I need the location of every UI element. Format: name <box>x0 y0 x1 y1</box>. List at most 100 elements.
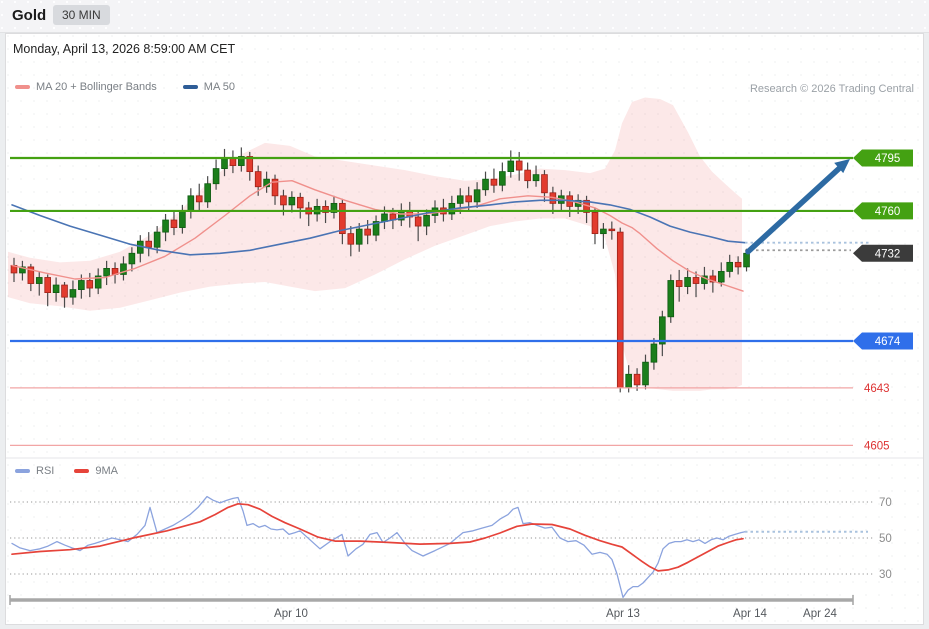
candle-up <box>726 261 733 272</box>
candle-up <box>650 343 658 363</box>
candle-up <box>128 252 136 265</box>
candle-up <box>743 252 750 268</box>
candle-up <box>103 268 110 277</box>
candle-up <box>52 284 60 294</box>
candle-down <box>709 275 717 283</box>
top-bar: Gold 30 MIN <box>0 0 929 33</box>
candle-down <box>515 160 523 171</box>
candle-up <box>153 231 161 248</box>
x-axis-label-apr-10: Apr 10 <box>274 608 308 620</box>
candle-down <box>347 233 355 245</box>
price-tag-4732 <box>853 244 913 262</box>
projection-arrow-shaft <box>745 165 842 255</box>
rsi-legend: RSI 9MA <box>15 465 118 477</box>
candle-down <box>322 205 329 213</box>
candle-up <box>717 271 725 283</box>
instrument-title: Gold <box>12 7 47 24</box>
price-text-label-4605: 4605 <box>864 440 890 452</box>
rsi-ma9-line <box>11 502 744 572</box>
ma9-legend-label: 9MA <box>95 465 118 477</box>
candle-down <box>280 195 287 206</box>
candle-down <box>254 171 262 188</box>
bollinger-band-area <box>8 97 742 391</box>
candle-down <box>86 280 94 289</box>
price-tag-4674 <box>853 332 913 350</box>
candle-up <box>179 210 186 228</box>
candle-down <box>27 266 35 284</box>
ma20-legend-label: MA 20 + Bollinger Bands <box>36 81 157 93</box>
candle-up <box>221 157 228 169</box>
candle-down <box>339 202 346 235</box>
candle-up <box>532 174 540 182</box>
candle-down <box>61 284 68 298</box>
price-tag-label-4760: 4760 <box>875 206 901 218</box>
chart-card: Monday, April 13, 2026 8:59:00 AM CET MA… <box>5 33 924 625</box>
price-and-rsi-chart[interactable]: 4795 4760 4732 4674 4643 4605 70 50 30 Apr 10 Apr … <box>6 96 923 624</box>
candle-up <box>78 280 85 290</box>
candle-up <box>19 266 26 274</box>
candle-up <box>372 221 380 236</box>
ma50-line <box>11 199 746 256</box>
candle-down <box>591 212 599 235</box>
x-axis-label-apr-13: Apr 13 <box>606 608 640 620</box>
candle-down <box>616 231 624 389</box>
candle-up <box>473 189 481 203</box>
research-watermark: Research © 2026 Trading Central <box>749 83 914 95</box>
candle-down <box>524 169 531 182</box>
candle-down <box>465 195 472 203</box>
candle-down <box>541 174 548 194</box>
chart-datetime: Monday, April 13, 2026 8:59:00 AM CET <box>13 42 236 56</box>
timeframe-badge[interactable]: 30 MIN <box>53 5 110 25</box>
price-tag-label-4674: 4674 <box>875 336 901 348</box>
projection-arrow-head <box>834 159 850 174</box>
ma50-legend-label: MA 50 <box>203 81 235 93</box>
rsi-tick-70: 70 <box>879 497 892 509</box>
candle-up <box>187 195 195 212</box>
candle-up <box>288 196 296 206</box>
ma50-legend-swatch <box>182 85 198 89</box>
candle-up <box>667 280 675 318</box>
candle-up <box>600 228 607 235</box>
candle-down <box>490 178 498 186</box>
candle-down <box>633 373 641 386</box>
candle-down <box>145 240 153 248</box>
price-legend: MA 20 + Bollinger Bands MA 50 <box>15 81 235 93</box>
x-axis-label-apr-24: Apr 24 <box>803 608 837 620</box>
candle-up <box>35 277 43 284</box>
candle-up <box>204 183 211 203</box>
candle-down <box>229 157 237 166</box>
rsi-tick-30: 30 <box>879 569 892 581</box>
candle-up <box>330 202 338 213</box>
rsi-tick-50: 50 <box>879 533 892 545</box>
ma9-legend-swatch <box>74 469 90 473</box>
candle-up <box>162 219 169 233</box>
candle-up <box>659 316 666 345</box>
candle-up <box>642 361 649 386</box>
candle-down <box>414 216 422 227</box>
rsi-legend-swatch <box>15 469 30 473</box>
candle-down <box>271 178 279 197</box>
price-tag-4760 <box>853 202 913 220</box>
candle-down <box>692 277 700 284</box>
candle-down <box>364 228 371 236</box>
candle-up <box>212 168 220 185</box>
candle-up <box>94 275 102 289</box>
rsi-legend-label: RSI <box>36 465 55 477</box>
candle-up <box>625 373 632 389</box>
candle-up <box>120 263 127 275</box>
candle-down <box>44 277 51 294</box>
candle-down <box>246 156 254 173</box>
candle-up <box>507 160 515 173</box>
candle-up <box>456 195 464 204</box>
candle-down <box>195 195 203 203</box>
candle-down <box>675 280 683 287</box>
candle-up <box>69 289 77 298</box>
ma20-legend-swatch <box>15 85 30 89</box>
candle-up <box>238 156 245 166</box>
rsi-line <box>11 495 746 599</box>
candle-down <box>296 196 304 209</box>
x-axis-label-apr-14: Apr 14 <box>733 608 767 620</box>
candle-up <box>423 215 430 227</box>
candle-up <box>684 277 691 287</box>
